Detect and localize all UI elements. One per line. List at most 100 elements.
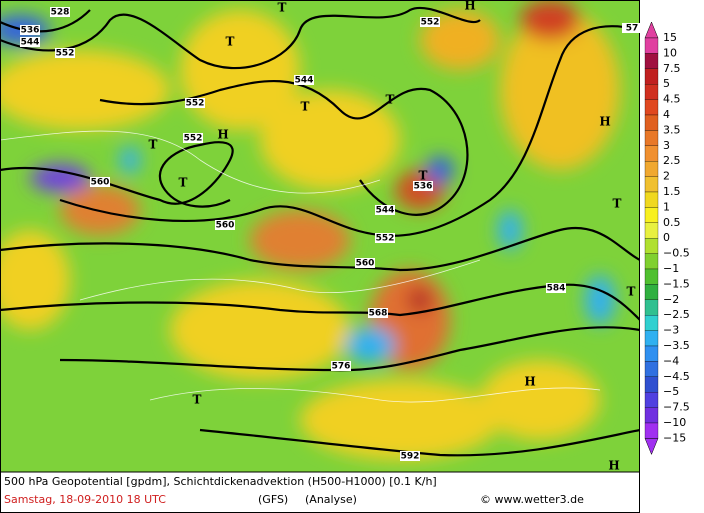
colorbar-segment — [644, 99, 659, 116]
contour-label: 536 — [21, 26, 40, 36]
contour-label-bg — [90, 177, 110, 187]
contour-label: 560 — [216, 221, 235, 231]
colorbar-label: −2 — [663, 293, 679, 306]
pressure-center: T — [419, 169, 428, 183]
colorbar-segment — [644, 114, 659, 131]
colorbar-segment — [644, 376, 659, 393]
colorbar-label: 3 — [663, 139, 670, 152]
colorbar-segment — [644, 37, 659, 54]
contour-label-bg — [622, 23, 642, 33]
contour-label: 536 — [414, 182, 433, 192]
contour-label: 552 — [376, 234, 395, 244]
contour-label: 544 — [21, 38, 40, 48]
contour-label-bg — [331, 361, 351, 371]
colorbar-label: 15 — [663, 31, 677, 44]
colorbar-segment — [644, 253, 659, 270]
footer-title: 500 hPa Geopotential [gpdm], Schichtdick… — [4, 475, 437, 488]
pressure-center: T — [179, 176, 188, 190]
contour-label-bg — [215, 220, 235, 230]
footer-source: © www.wetter3.de — [480, 493, 584, 506]
contour-label-bg — [400, 451, 420, 461]
colorbar-segment — [644, 330, 659, 347]
pressure-center: T — [278, 1, 287, 15]
contour-label: 592 — [401, 452, 420, 462]
colorbar-segment — [644, 315, 659, 331]
colorbar-label: 1 — [663, 200, 670, 213]
contour-label-bg — [375, 233, 395, 243]
pressure-center: T — [613, 197, 622, 211]
contour-label: 560 — [91, 178, 110, 188]
colorbar-segment — [644, 422, 659, 439]
contour-label-bg — [183, 133, 203, 143]
colorbar-label: 3.5 — [663, 123, 681, 136]
contour-label: 560 — [356, 259, 375, 269]
contour-label-bg — [375, 205, 395, 215]
colorbar-segment — [644, 238, 659, 254]
colorbar-segment — [644, 53, 659, 69]
colorbar-segment — [644, 407, 659, 424]
contour-label-bg — [55, 48, 75, 58]
contour-label: 552 — [186, 99, 205, 109]
pressure-center: T — [386, 93, 395, 107]
pressure-center: H — [464, 0, 475, 13]
contour-label: 568 — [369, 309, 388, 319]
pressure-center: H — [217, 128, 228, 142]
pressure-center: T — [301, 100, 310, 114]
colorbar-cap — [644, 21, 659, 39]
colorbar-label: −15 — [663, 431, 686, 444]
colorbar-label: 4 — [663, 108, 670, 121]
colorbar-label: 0 — [663, 231, 670, 244]
contour-label-bg — [50, 7, 70, 17]
pressure-center: H — [599, 115, 610, 129]
pressure-center: H — [524, 375, 535, 389]
contour-label-bg — [294, 75, 314, 85]
colorbar-segment — [644, 284, 659, 300]
colorbar-label: −10 — [663, 416, 686, 429]
colorbar-segment — [644, 268, 659, 285]
contour-label: 576 — [332, 362, 351, 372]
colorbar-label: −0.5 — [663, 247, 690, 260]
contour-label-bg — [368, 308, 388, 318]
colorbar-label: 2.5 — [663, 154, 681, 167]
map — [0, 0, 640, 472]
colorbar-label: 2 — [663, 170, 670, 183]
colorbar-label: −5 — [663, 385, 679, 398]
colorbar-segment — [644, 392, 659, 408]
colorbar-label: −7.5 — [663, 401, 690, 414]
footer-run: (Analyse) — [305, 493, 357, 506]
colorbar-label: 5 — [663, 77, 670, 90]
contour-label: 552 — [421, 18, 440, 28]
colorbar-segment — [644, 130, 659, 146]
colorbar-segment — [644, 191, 659, 208]
contour-label: 544 — [376, 206, 395, 216]
contour-label-bg — [185, 98, 205, 108]
contour-label-bg — [20, 37, 40, 47]
contour-label-bg — [355, 258, 375, 268]
contour-label-bg — [413, 181, 433, 191]
colorbar-segment — [644, 176, 659, 193]
pressure-center: T — [226, 35, 235, 49]
pressure-center: T — [193, 393, 202, 407]
footer-model: (GFS) — [258, 493, 288, 506]
colorbar-segment — [644, 361, 659, 377]
contour-label-bg — [20, 25, 40, 35]
colorbar-label: −3.5 — [663, 339, 690, 352]
colorbar-segment — [644, 161, 659, 177]
contour-label: 552 — [56, 49, 75, 59]
pressure-center: H — [608, 459, 619, 473]
contour-label-bg — [420, 17, 440, 27]
colorbar-segment — [644, 84, 659, 100]
colorbar-label: −4 — [663, 354, 679, 367]
colorbar-cap — [644, 438, 659, 456]
colorbar-label: 10 — [663, 46, 677, 59]
contour-label: 528 — [51, 8, 70, 18]
pressure-center: T — [149, 138, 158, 152]
colorbar-label: 0.5 — [663, 216, 681, 229]
colorbar-segment — [644, 207, 659, 223]
colorbar-label: 4.5 — [663, 93, 681, 106]
contour-label-bg — [546, 283, 566, 293]
colorbar-label: −1.5 — [663, 277, 690, 290]
colorbar-label: 1.5 — [663, 185, 681, 198]
colorbar-label: −4.5 — [663, 370, 690, 383]
